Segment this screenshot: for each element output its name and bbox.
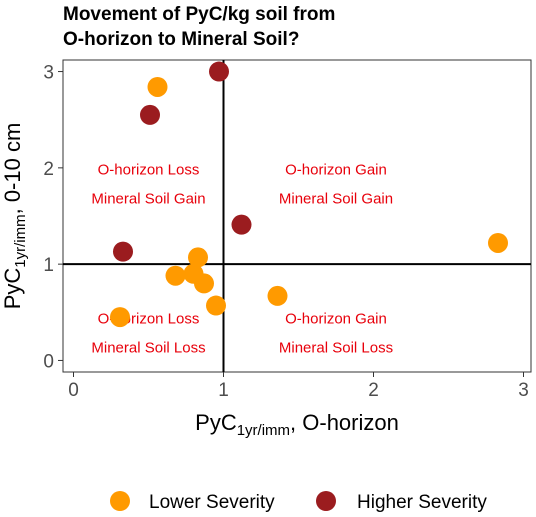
quadrant-label: Mineral Soil Loss [279,340,393,357]
point-higher-severity [209,61,229,82]
quadrant-label: O-horizon Loss [98,161,200,178]
point-lower-severity [206,295,226,316]
point-lower-severity [165,265,186,286]
x-axis-label: PyC1yr/imm, O-horizon [195,410,399,439]
y-tick-label: 1 [43,255,54,276]
quadrant-label: Mineral Soil Gain [91,190,205,207]
y-tick-label: 2 [43,159,54,180]
point-lower-severity [147,76,168,97]
quadrant-label: O-horizon Gain [285,311,387,328]
point-lower-severity [110,307,130,328]
x-tick-label: 0 [68,380,79,401]
y-tick-label: 3 [43,63,54,84]
x-tick-label: 2 [368,380,379,401]
legend: Lower Severity Higher Severity [110,491,487,513]
x-tick-label: 1 [218,380,229,401]
y-axis-label: PyC1yr/imm, 0-10 cm [0,123,29,310]
point-lower-severity [267,285,288,306]
point-higher-severity [113,241,133,262]
legend-label-higher-severity: Higher Severity [357,492,487,513]
legend-key-higher-severity [316,491,336,511]
quadrant-label: O-horizon Gain [285,161,387,178]
legend-label-lower-severity: Lower Severity [149,492,275,513]
point-lower-severity [188,247,208,268]
legend-key-lower-severity [110,491,130,511]
chart-title-line-2: O-horizon to Mineral Soil? [63,29,299,50]
plot-panel [62,59,532,373]
quadrant-label: Mineral Soil Loss [91,340,205,357]
point-lower-severity [488,232,508,253]
point-lower-severity [194,273,214,294]
point-higher-severity [140,104,160,125]
y-tick-label: 0 [43,351,54,372]
chart-title-line-1: Movement of PyC/kg soil from [63,4,335,25]
point-higher-severity [231,214,252,235]
quadrant-label: Mineral Soil Gain [279,190,393,207]
x-tick-label: 3 [518,380,529,401]
